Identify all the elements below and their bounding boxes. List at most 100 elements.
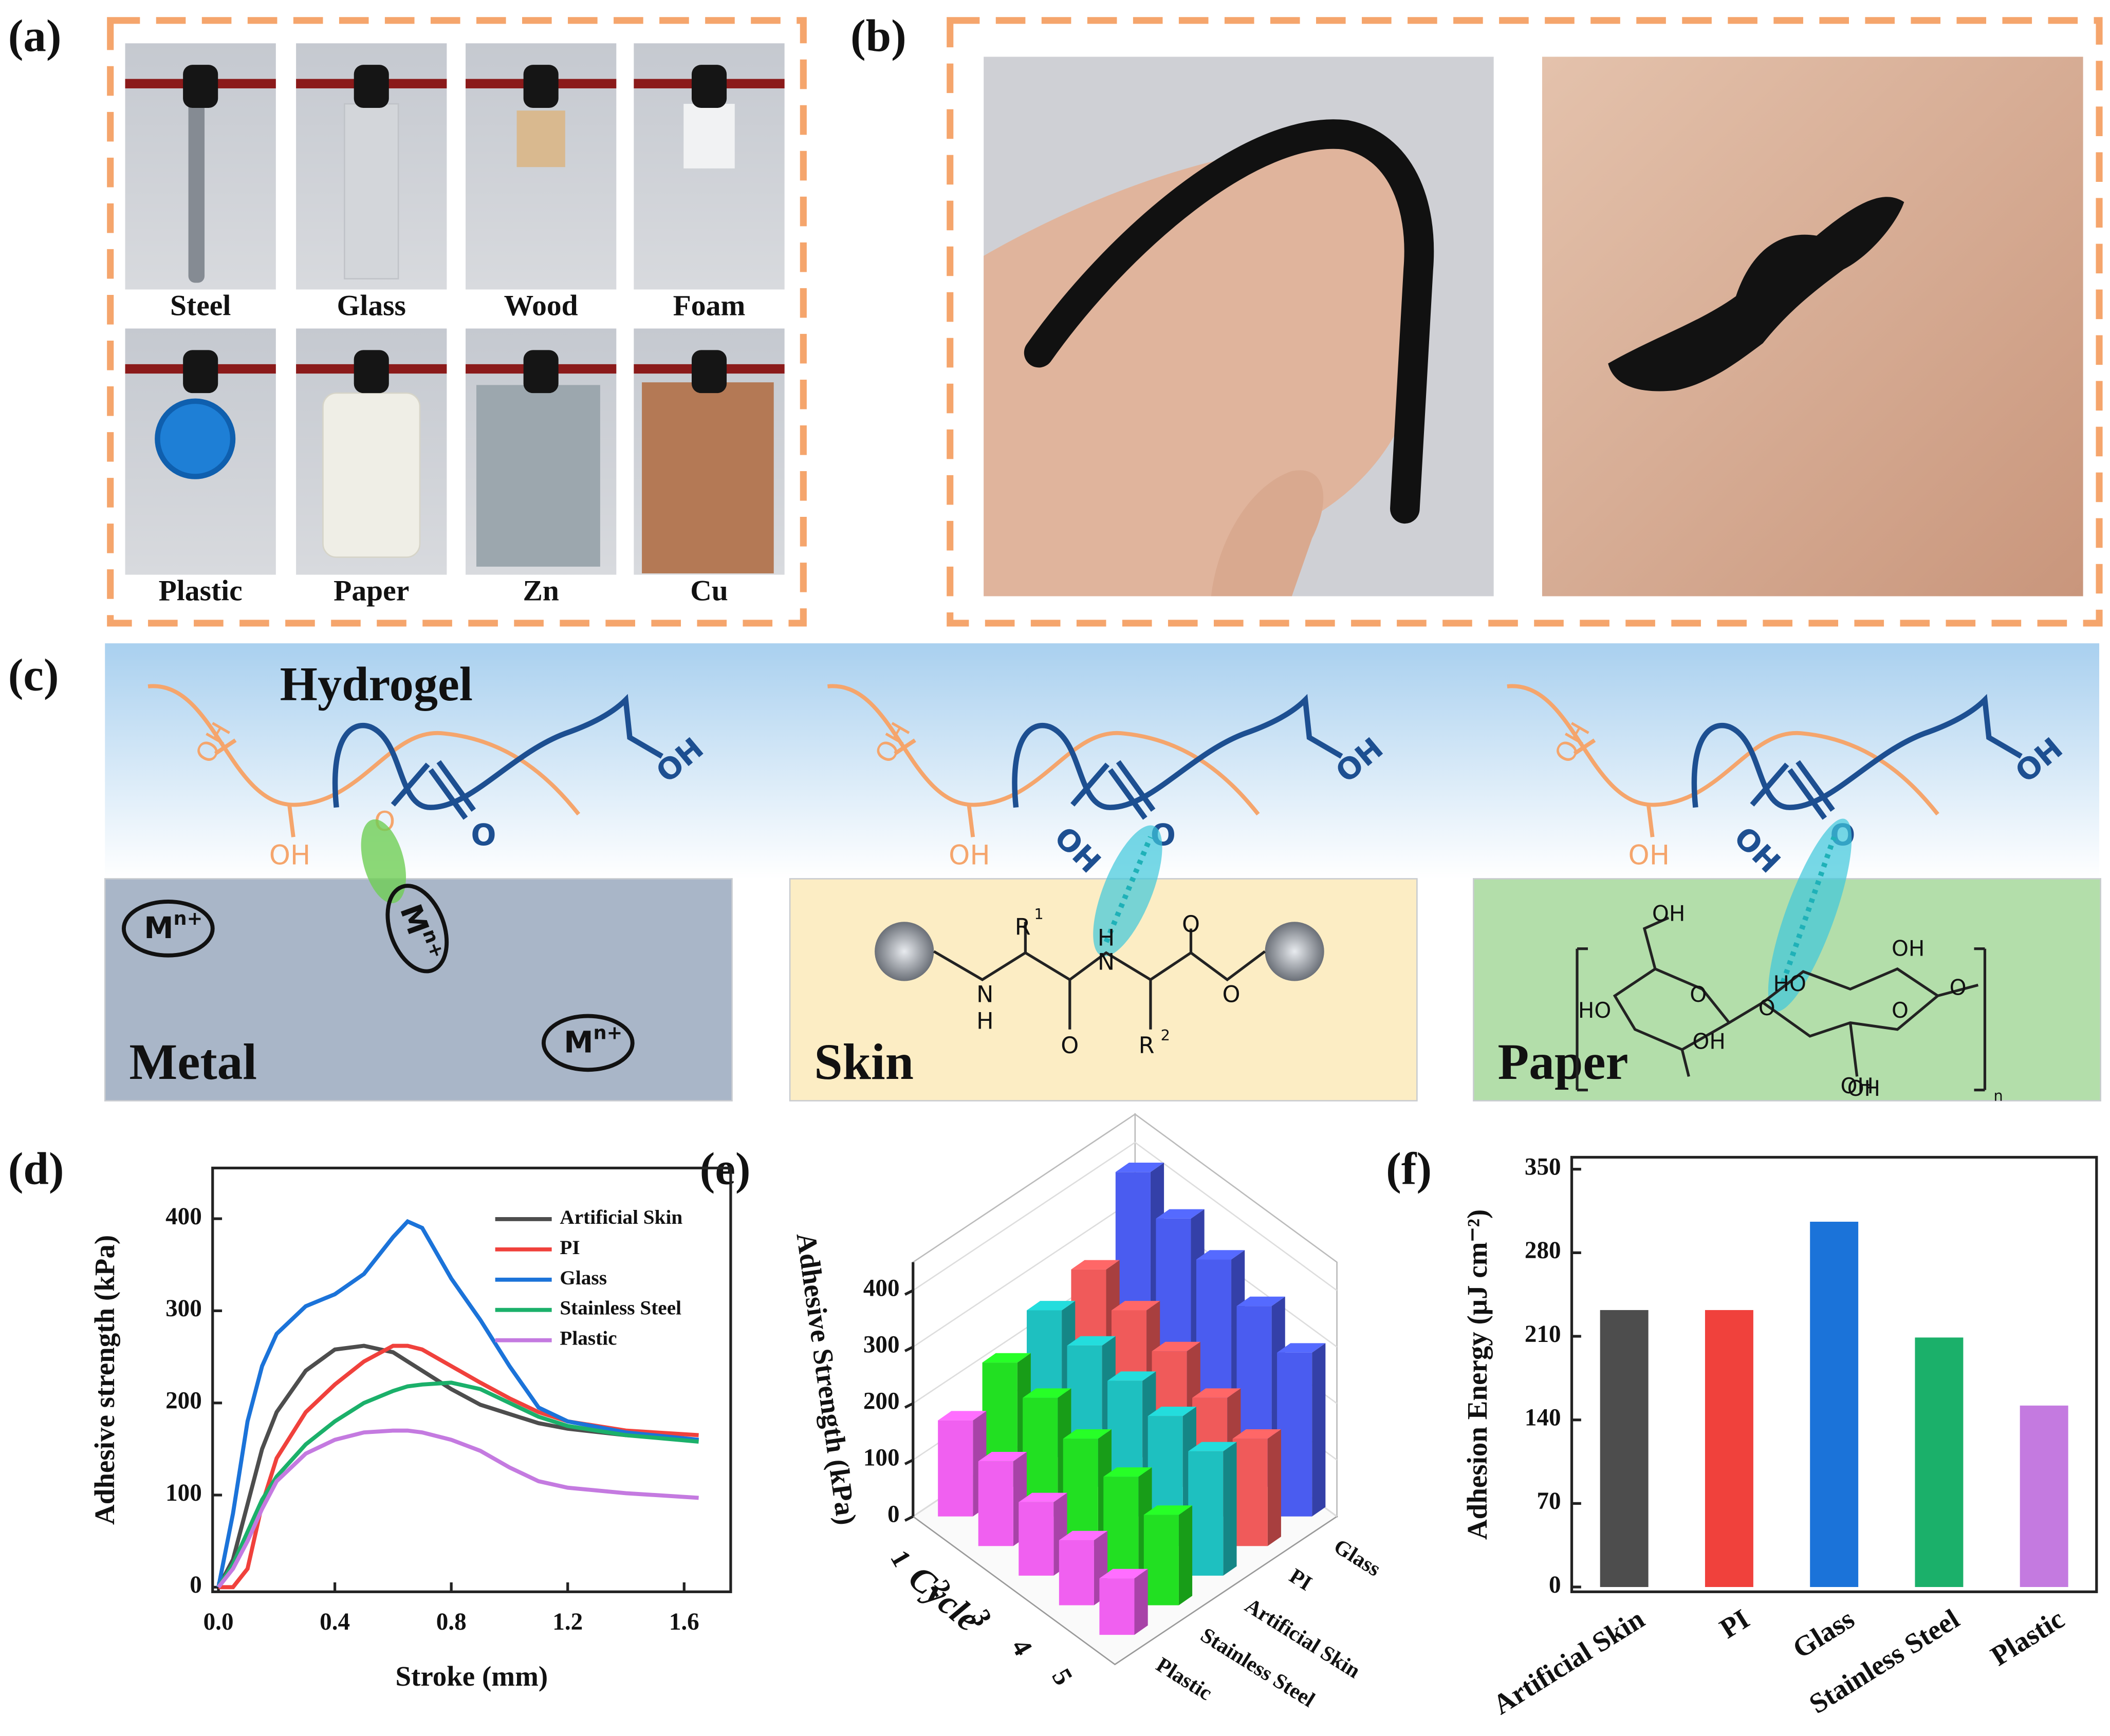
bar-front — [978, 1461, 1013, 1546]
bar — [1705, 1310, 1753, 1588]
skeleton — [933, 922, 1266, 1030]
y-axis-title: Adhesive strength (kPa) — [89, 1235, 120, 1525]
bar — [1915, 1337, 1964, 1588]
ion: Mn+ — [121, 900, 215, 958]
bar-front — [1277, 1352, 1312, 1517]
series-line — [216, 1219, 699, 1588]
bar-3d — [1232, 1429, 1281, 1546]
h-bond — [1780, 836, 1837, 983]
chain — [332, 694, 664, 810]
y-tick-label: 0 — [190, 1572, 202, 1598]
bar-front — [1019, 1502, 1054, 1576]
series-label: Plastic — [1152, 1653, 1216, 1705]
sample — [344, 103, 399, 279]
clamp — [691, 350, 727, 394]
bar-top — [1063, 1429, 1112, 1439]
bar-top — [1027, 1301, 1076, 1311]
bond — [1787, 768, 1827, 820]
y-tick-label: 200 — [165, 1388, 202, 1414]
legend-label: Glass — [560, 1267, 607, 1289]
y-tick-label: 70 — [1537, 1488, 1561, 1515]
dashed-frame — [947, 17, 2103, 627]
atom-label: 1 — [1034, 905, 1043, 923]
y-tick-label: 100 — [165, 1480, 202, 1506]
y-tick-label: 280 — [1525, 1237, 1561, 1264]
bar-front — [1188, 1451, 1224, 1576]
finger — [1211, 470, 1324, 596]
material-label: Foam — [673, 289, 746, 322]
bond — [428, 768, 468, 820]
x-tick-label: 0.4 — [320, 1609, 350, 1635]
bar-top — [982, 1353, 1031, 1363]
bar-top — [1236, 1296, 1285, 1306]
x-tick-label: Plastic — [1985, 1603, 2069, 1672]
bar-front — [1103, 1477, 1139, 1576]
y-tick-label: 400 — [165, 1203, 202, 1230]
atom-label: HO — [1578, 998, 1611, 1023]
ion-ring — [541, 1014, 635, 1072]
photo — [1542, 57, 2083, 596]
clamp — [354, 350, 389, 394]
bar-front — [1143, 1515, 1179, 1606]
bar-side — [1223, 1442, 1237, 1576]
bar — [1600, 1310, 1649, 1588]
sample — [683, 104, 735, 169]
series-line — [216, 1343, 699, 1589]
atom-label: OH — [1652, 901, 1685, 926]
bar-top — [1232, 1429, 1281, 1439]
bar-top — [938, 1411, 987, 1421]
ion-label: Mn+ — [564, 1021, 622, 1059]
substrate-label: Paper — [1498, 1033, 1628, 1090]
clamp — [183, 65, 218, 108]
sample — [516, 110, 565, 167]
clamp — [183, 350, 218, 394]
series-label: PI — [1285, 1564, 1316, 1596]
bar-side — [1178, 1505, 1193, 1606]
bar-3d — [1277, 1343, 1326, 1517]
material-label: Glass — [337, 289, 406, 322]
bar-top — [1107, 1371, 1156, 1381]
atom-label: O — [1759, 995, 1775, 1020]
substrate-label: Metal — [129, 1033, 257, 1090]
chain — [1012, 694, 1343, 810]
legend-label: Plastic — [560, 1328, 617, 1350]
atom-label: O — [1690, 982, 1707, 1007]
bond — [436, 760, 476, 812]
sample — [188, 97, 205, 283]
bar — [1810, 1221, 1859, 1588]
sample — [642, 382, 774, 574]
panel-label: (c) — [8, 650, 59, 700]
y-tick-label: 350 — [1525, 1154, 1561, 1181]
atom-label: O — [1182, 911, 1200, 938]
plot-frame — [211, 1166, 732, 1593]
y-tick-label: 0 — [1549, 1572, 1561, 1598]
bar-top — [1156, 1209, 1205, 1219]
y-tick-label: 300 — [165, 1295, 202, 1322]
bead — [875, 922, 934, 981]
group-label: O — [471, 818, 496, 852]
legend-label: Artificial Skin — [560, 1206, 682, 1228]
hydrogel-band — [105, 643, 2100, 879]
material-label: Cu — [690, 575, 728, 607]
bar-front — [938, 1420, 973, 1517]
bond — [1573, 738, 1596, 756]
bar-front — [1232, 1439, 1268, 1546]
y-axis-title: Adhesion Energy (μJ cm⁻²) — [1461, 1209, 1493, 1540]
atom-label: R — [1015, 914, 1031, 940]
ion-charge: n+ — [594, 1021, 623, 1043]
bar-top — [1103, 1467, 1152, 1477]
panel-label: (b) — [850, 11, 906, 61]
z-tick-label: 100 — [863, 1445, 900, 1471]
x-tick-label: 1 — [884, 1545, 917, 1572]
x-tick-label: 1.6 — [669, 1609, 699, 1635]
x-tick-label: PI — [1714, 1603, 1755, 1645]
atom-label: N — [976, 981, 993, 1007]
bond — [1750, 762, 1789, 807]
material-label: Paper — [334, 575, 409, 607]
z-axis-title: Adhesive Strength (kPa) — [790, 1231, 862, 1527]
atom-label: OH — [1892, 936, 1924, 961]
atom-label: O — [1892, 998, 1909, 1023]
x-tick-label: 0.0 — [203, 1609, 234, 1635]
plot-frame — [1570, 1155, 2098, 1593]
